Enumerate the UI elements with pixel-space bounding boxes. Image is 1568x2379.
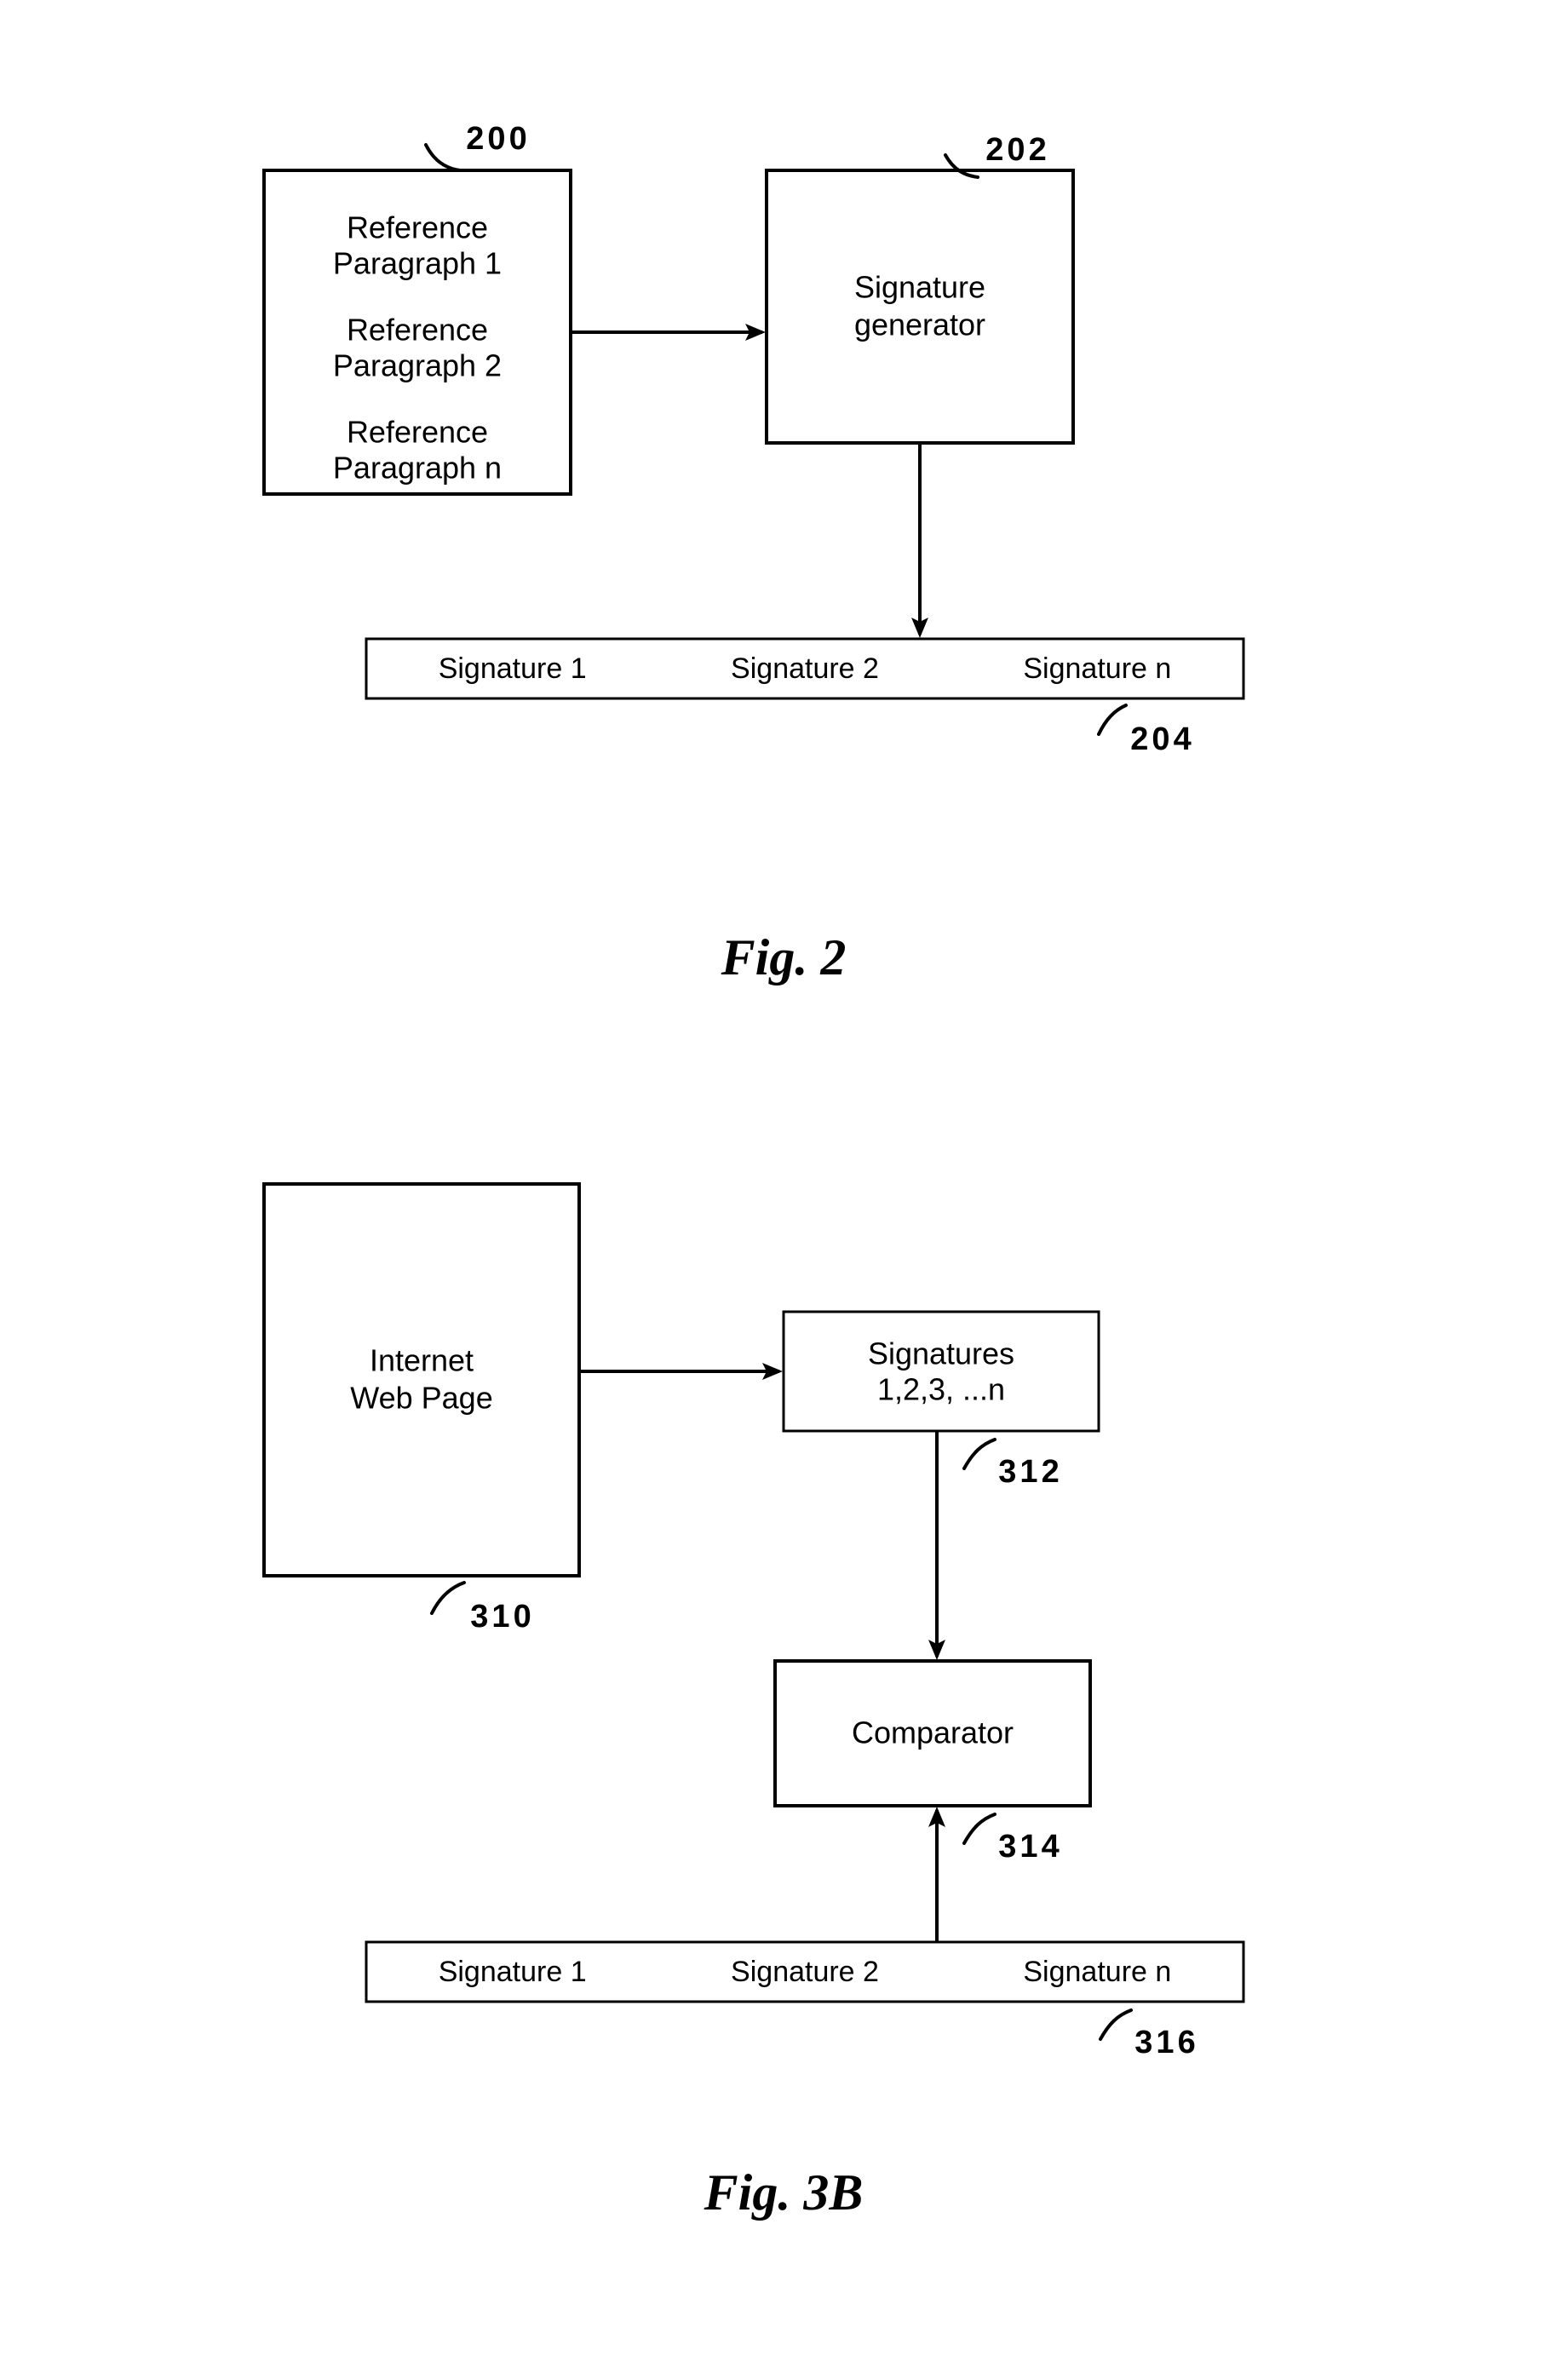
ref-number: 316 [1134, 2025, 1198, 2060]
ref-number: 314 [998, 1829, 1062, 1865]
svg-text:Signature 2: Signature 2 [731, 652, 879, 685]
figure-caption: Fig. 3B [704, 2164, 864, 2221]
svg-text:Signature 1: Signature 1 [439, 1956, 587, 1988]
svg-text:Reference: Reference [347, 210, 488, 245]
svg-text:Paragraph n: Paragraph n [333, 451, 502, 486]
svg-text:Paragraph 2: Paragraph 2 [333, 348, 502, 383]
ref-number: 200 [466, 121, 530, 157]
svg-text:Signature 2: Signature 2 [731, 1956, 879, 1988]
svg-text:Reference: Reference [347, 415, 488, 450]
svg-text:1,2,3, ...n: 1,2,3, ...n [877, 1372, 1005, 1407]
svg-text:Paragraph 1: Paragraph 1 [333, 246, 502, 281]
ref-number: 204 [1130, 721, 1194, 757]
svg-text:Signature n: Signature n [1023, 1956, 1171, 1988]
svg-text:generator: generator [854, 307, 985, 342]
svg-text:Internet: Internet [370, 1343, 474, 1378]
svg-text:Signature: Signature [854, 270, 985, 305]
ref-number: 202 [985, 132, 1049, 168]
svg-text:Reference: Reference [347, 313, 488, 348]
svg-text:Web Page: Web Page [350, 1381, 492, 1416]
svg-text:Comparator: Comparator [852, 1715, 1014, 1750]
ref-number: 310 [470, 1599, 534, 1635]
svg-text:Signature 1: Signature 1 [439, 652, 587, 685]
figure-caption: Fig. 2 [721, 929, 847, 986]
ref-number: 312 [998, 1454, 1062, 1490]
patent-diagrams: ReferenceParagraph 1ReferenceParagraph 2… [0, 0, 1568, 2379]
svg-text:Signature n: Signature n [1023, 652, 1171, 685]
svg-text:Signatures: Signatures [868, 1336, 1014, 1371]
